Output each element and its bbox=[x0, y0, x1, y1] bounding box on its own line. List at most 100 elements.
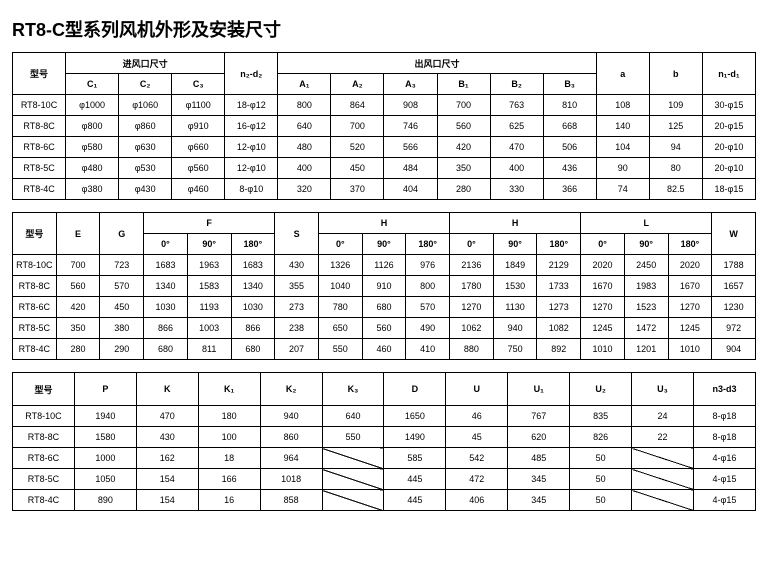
table-cell: 485 bbox=[508, 448, 570, 469]
table-row: RT8-10C700723168319631683430132611269762… bbox=[13, 255, 756, 276]
table-cell: 964 bbox=[260, 448, 322, 469]
table-cell: 366 bbox=[543, 179, 596, 200]
table-cell: 330 bbox=[490, 179, 543, 200]
table-cell: 1683 bbox=[144, 255, 188, 276]
table-cell: 1010 bbox=[668, 339, 712, 360]
col-a: a bbox=[596, 53, 649, 95]
table-cell: 746 bbox=[384, 116, 437, 137]
table-cell: 640 bbox=[278, 116, 331, 137]
table-cell: 826 bbox=[570, 427, 632, 448]
table-cell: 560 bbox=[437, 116, 490, 137]
table-cell: 400 bbox=[490, 158, 543, 179]
table-cell: 1670 bbox=[581, 276, 625, 297]
table-cell: 480 bbox=[278, 137, 331, 158]
table-cell: 1273 bbox=[537, 297, 581, 318]
table-1: 型号 进风口尺寸 n₂-d₂ 出风口尺寸 a b n₁-d₁ C₁ C₂ C₃ … bbox=[12, 52, 756, 200]
table-cell: RT8-5C bbox=[13, 158, 66, 179]
table-cell: 1963 bbox=[187, 255, 231, 276]
table-row: RT8-4Cφ380φ430φ4608-φ1032037040428033036… bbox=[13, 179, 756, 200]
table-cell: 1130 bbox=[493, 297, 537, 318]
table-cell: RT8-6C bbox=[13, 137, 66, 158]
table-cell: 50 bbox=[570, 448, 632, 469]
table-cell: 108 bbox=[596, 95, 649, 116]
table-cell: 1472 bbox=[624, 318, 668, 339]
table-cell bbox=[322, 490, 384, 511]
table-cell: φ460 bbox=[172, 179, 225, 200]
table-cell: 273 bbox=[275, 297, 319, 318]
table-cell: 910 bbox=[362, 276, 406, 297]
table-cell: 345 bbox=[508, 469, 570, 490]
table-cell: 18-φ15 bbox=[702, 179, 755, 200]
table-cell: 1983 bbox=[624, 276, 668, 297]
col-n1d1: n₁-d₁ bbox=[702, 53, 755, 95]
table-cell: 404 bbox=[384, 179, 437, 200]
table-cell: 94 bbox=[649, 137, 702, 158]
table-cell: 350 bbox=[437, 158, 490, 179]
table-cell: 74 bbox=[596, 179, 649, 200]
table-cell: 1018 bbox=[260, 469, 322, 490]
table-cell: 380 bbox=[100, 318, 144, 339]
table-cell: φ480 bbox=[66, 158, 119, 179]
table-cell: 470 bbox=[136, 406, 198, 427]
table-cell: 2136 bbox=[450, 255, 494, 276]
table-cell: 866 bbox=[144, 318, 188, 339]
table-cell: 1062 bbox=[450, 318, 494, 339]
table-cell: 80 bbox=[649, 158, 702, 179]
table-cell: RT8-10C bbox=[13, 406, 75, 427]
table-cell: φ1060 bbox=[119, 95, 172, 116]
table-cell: 1003 bbox=[187, 318, 231, 339]
table-cell: 680 bbox=[144, 339, 188, 360]
table-cell: RT8-10C bbox=[13, 255, 57, 276]
table-cell: 680 bbox=[231, 339, 275, 360]
table-cell: 650 bbox=[318, 318, 362, 339]
table-cell: 320 bbox=[278, 179, 331, 200]
table-cell: 290 bbox=[100, 339, 144, 360]
table-cell: 1580 bbox=[74, 427, 136, 448]
table-cell: 370 bbox=[331, 179, 384, 200]
table-cell: 1193 bbox=[187, 297, 231, 318]
table-cell: φ800 bbox=[66, 116, 119, 137]
table-cell: φ530 bbox=[119, 158, 172, 179]
table-cell: 8-φ18 bbox=[693, 427, 755, 448]
table-row: RT8-8Cφ800φ860φ91016-φ126407007465606256… bbox=[13, 116, 756, 137]
table-cell: 1670 bbox=[668, 276, 712, 297]
table-cell: 445 bbox=[384, 490, 446, 511]
table-cell: 1657 bbox=[712, 276, 756, 297]
table-cell: 542 bbox=[446, 448, 508, 469]
table-cell: 445 bbox=[384, 469, 446, 490]
table-cell: 1650 bbox=[384, 406, 446, 427]
table-row: RT8-6C100016218964585542485504-φ16 bbox=[13, 448, 756, 469]
table-cell: 800 bbox=[278, 95, 331, 116]
table-cell: 430 bbox=[275, 255, 319, 276]
table-cell: 436 bbox=[543, 158, 596, 179]
table-cell: 154 bbox=[136, 469, 198, 490]
table-cell: 4-φ16 bbox=[693, 448, 755, 469]
table-cell: φ910 bbox=[172, 116, 225, 137]
table-cell: 154 bbox=[136, 490, 198, 511]
table-cell: 550 bbox=[322, 427, 384, 448]
table-cell: 700 bbox=[437, 95, 490, 116]
table-row: RT8-10C1940470180940640165046767835248-φ… bbox=[13, 406, 756, 427]
table-cell: 1270 bbox=[581, 297, 625, 318]
table-cell: 1245 bbox=[581, 318, 625, 339]
table-cell: 1245 bbox=[668, 318, 712, 339]
table-cell: 90 bbox=[596, 158, 649, 179]
table-row: RT8-5C10501541661018445472345504-φ15 bbox=[13, 469, 756, 490]
table-cell: 1780 bbox=[450, 276, 494, 297]
table-cell bbox=[632, 469, 694, 490]
table-cell: 104 bbox=[596, 137, 649, 158]
table-row: RT8-8C5605701340158313403551040910800178… bbox=[13, 276, 756, 297]
table-cell: 811 bbox=[187, 339, 231, 360]
table-cell: 24 bbox=[632, 406, 694, 427]
table-cell: 50 bbox=[570, 469, 632, 490]
col-model: 型号 bbox=[13, 53, 66, 95]
table-cell: 50 bbox=[570, 490, 632, 511]
table-cell: 550 bbox=[318, 339, 362, 360]
table-cell: 858 bbox=[260, 490, 322, 511]
table-cell: 82.5 bbox=[649, 179, 702, 200]
table-cell: 45 bbox=[446, 427, 508, 448]
table-cell: 18-φ12 bbox=[225, 95, 278, 116]
table-cell: φ430 bbox=[119, 179, 172, 200]
table-cell: 484 bbox=[384, 158, 437, 179]
table-2: 型号 E G F S H H L W 0°90°180° 0°90°180° 0… bbox=[12, 212, 756, 360]
